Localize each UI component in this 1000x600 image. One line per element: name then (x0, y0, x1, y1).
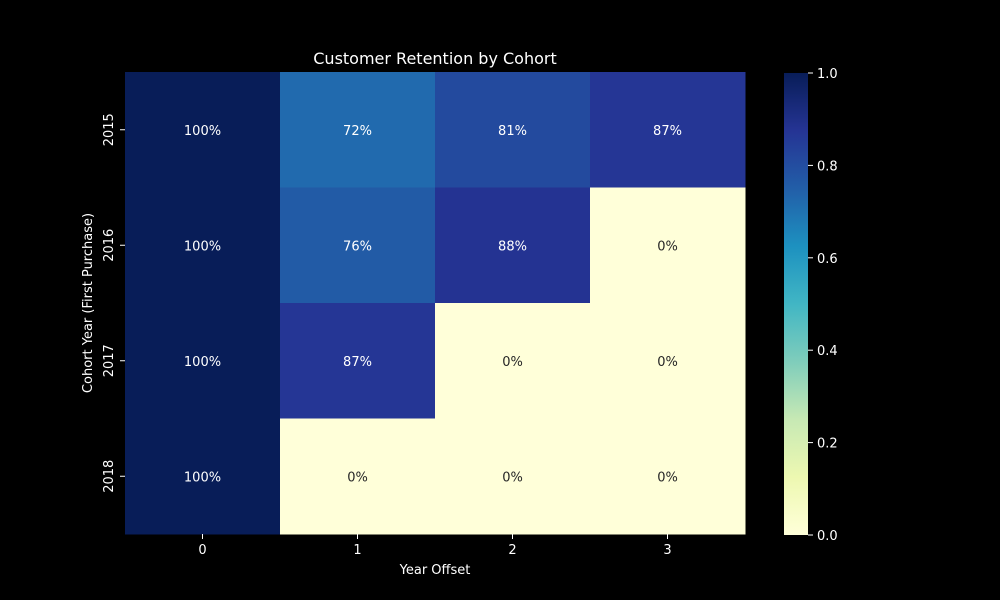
heatmap-cell (435, 72, 591, 188)
cell-value-label: 100% (184, 470, 221, 485)
cell-annotations: 100% 72% 81% 87% 100% 76% 88% 0% 100% 87% 0% 0% 100%… (184, 124, 682, 486)
colorbar (784, 73, 808, 535)
x-axis: 0 1 2 3 (198, 534, 672, 558)
heatmap-cell (125, 72, 281, 188)
y-axis: 2015 2016 2017 2018 (102, 113, 125, 493)
colorbar-tick-label: 0.2 (817, 437, 838, 452)
heatmap-cell (435, 187, 591, 304)
x-axis-label: Year Offset (399, 563, 471, 578)
chart-title: Customer Retention by Cohort (313, 49, 557, 68)
cell-value-label: 0% (347, 470, 368, 485)
heatmap-cell (125, 187, 281, 304)
heatmap-cell (280, 303, 436, 419)
heatmap-cell (125, 418, 281, 535)
y-tick-label: 2018 (102, 460, 117, 493)
y-tick-label: 2015 (102, 113, 117, 146)
cell-value-label: 87% (653, 124, 682, 139)
y-axis-label: Cohort Year (First Purchase) (81, 213, 96, 393)
cell-value-label: 100% (184, 124, 221, 139)
x-tick-label: 3 (663, 543, 671, 558)
y-tick-label: 2016 (102, 229, 117, 262)
cell-value-label: 88% (498, 239, 527, 254)
x-tick-label: 2 (508, 543, 516, 558)
heatmap-cell (125, 303, 281, 419)
heatmap-cell (280, 187, 436, 304)
heatmap-cell (590, 418, 746, 535)
colorbar-tick-label: 0.8 (817, 159, 838, 174)
x-tick-label: 0 (198, 543, 206, 558)
cell-value-label: 100% (184, 355, 221, 370)
cell-value-label: 0% (657, 470, 678, 485)
cell-value-label: 81% (498, 124, 527, 139)
cell-value-label: 0% (657, 239, 678, 254)
heatmap-cell (590, 72, 746, 188)
colorbar-tick-label: 0.6 (817, 252, 838, 267)
cell-value-label: 87% (343, 355, 372, 370)
cell-value-label: 76% (343, 239, 372, 254)
heatmap-cell (435, 418, 591, 535)
heatmap-cell (280, 418, 436, 535)
cell-value-label: 72% (343, 124, 372, 139)
cell-value-label: 0% (657, 355, 678, 370)
colorbar-axis: 0.0 0.2 0.4 0.6 0.8 1.0 (808, 67, 838, 544)
heatmap-cell (435, 303, 591, 419)
heatmap-cells (125, 72, 746, 535)
cell-value-label: 100% (184, 239, 221, 254)
colorbar-tick-label: 0.4 (817, 344, 838, 359)
heatmap-cell (280, 72, 436, 188)
colorbar-tick-label: 1.0 (817, 67, 838, 82)
y-tick-label: 2017 (102, 344, 117, 377)
heatmap-cell (590, 303, 746, 419)
cell-value-label: 0% (502, 355, 523, 370)
heatmap-cell (590, 187, 746, 304)
cell-value-label: 0% (502, 470, 523, 485)
x-tick-label: 1 (353, 543, 361, 558)
colorbar-tick-label: 0.0 (817, 529, 838, 544)
